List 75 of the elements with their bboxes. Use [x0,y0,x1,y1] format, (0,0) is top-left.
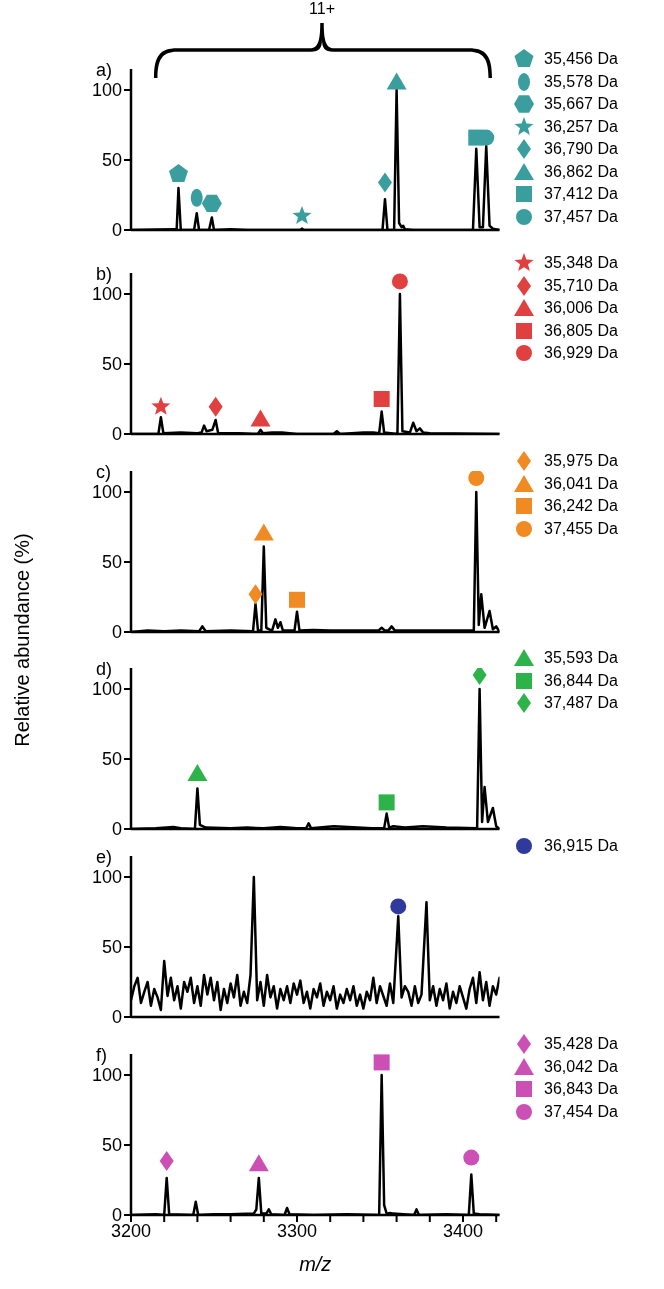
y-tick-label: 50 [101,749,122,770]
legend-label: 35,975 Da [544,452,618,471]
legend-label: 36,915 Da [544,837,618,856]
point [248,1154,269,1172]
point [373,391,390,407]
legend-label: 36,862 Da [544,162,618,181]
legend-label: 36,041 Da [544,474,618,493]
point [248,584,263,605]
chart-title: f) [96,1045,107,1066]
point [378,794,395,811]
chart-title: c) [96,462,111,483]
chart-title: e) [96,847,113,868]
x-tick-label: 3200 [110,1220,152,1241]
point [208,396,223,417]
legend-label: 37,454 Da [544,1102,618,1121]
legend-label: 36,843 Da [544,1080,618,1099]
point [253,523,274,541]
y-tick-label: 50 [101,354,122,375]
text: 11+ [308,0,336,18]
legend-label: 37,412 Da [544,185,618,204]
y-tick-label: 50 [101,150,122,171]
y-tick-label: 0 [111,1007,122,1028]
y-tick-label: 0 [111,220,122,241]
point [391,273,408,290]
y-tick-label: 0 [111,819,122,840]
legend-label: 36,042 Da [544,1057,618,1076]
x-axis-title: m/z [298,1253,333,1276]
point [201,194,222,213]
legend-label: 36,242 Da [544,497,618,516]
point [151,396,171,415]
legend-label: 35,348 Da [544,254,618,273]
legend-label: 35,578 Da [544,72,618,91]
point [377,172,392,193]
legend-label: 35,593 Da [544,649,618,668]
y-tick-label: 100 [91,1065,122,1086]
y-tick-label: 100 [91,80,122,101]
y-tick-label: 100 [91,284,122,305]
point [250,409,271,427]
point [292,206,312,225]
y-tick-label: 100 [91,679,122,700]
point [386,72,407,90]
y-tick-label: 0 [111,424,122,445]
point [463,1149,480,1166]
legend-label: 37,455 Da [544,519,618,538]
chart-title: b) [96,264,113,285]
x-tick-label: 3300 [276,1220,318,1241]
legend-label: 35,428 Da [544,1035,618,1054]
legend-label: 37,457 Da [544,207,618,226]
legend-label: 36,257 Da [544,117,618,136]
legend-label: 35,710 Da [544,276,618,295]
y-tick-label: 50 [101,1135,122,1156]
point [289,591,305,608]
y-tick-label: 0 [111,622,122,643]
chart-title: d) [96,659,113,680]
point [373,1054,390,1071]
x-tick-label: 3400 [442,1220,484,1241]
point [187,764,208,781]
legend-label: 36,805 Da [544,321,618,340]
y-tick-label: 50 [101,937,122,958]
legend-label: 35,667 Da [544,95,618,114]
y-tick-label: 100 [91,482,122,503]
legend-label: 35,456 Da [544,50,618,69]
legend-label: 36,929 Da [544,344,618,363]
y-axis-title: Relative abundance (%) [10,533,34,747]
point [472,668,487,685]
point [468,471,485,486]
legend-label: 36,790 Da [544,140,618,159]
legend-label: 36,006 Da [544,299,618,318]
y-tick-label: 50 [101,552,122,573]
chart-title: a) [96,60,113,81]
point [168,164,188,183]
legend-label: 37,487 Da [544,694,618,713]
y-tick-label: 100 [91,867,122,888]
point [159,1151,174,1172]
legend-label: 36,844 Da [544,671,618,690]
